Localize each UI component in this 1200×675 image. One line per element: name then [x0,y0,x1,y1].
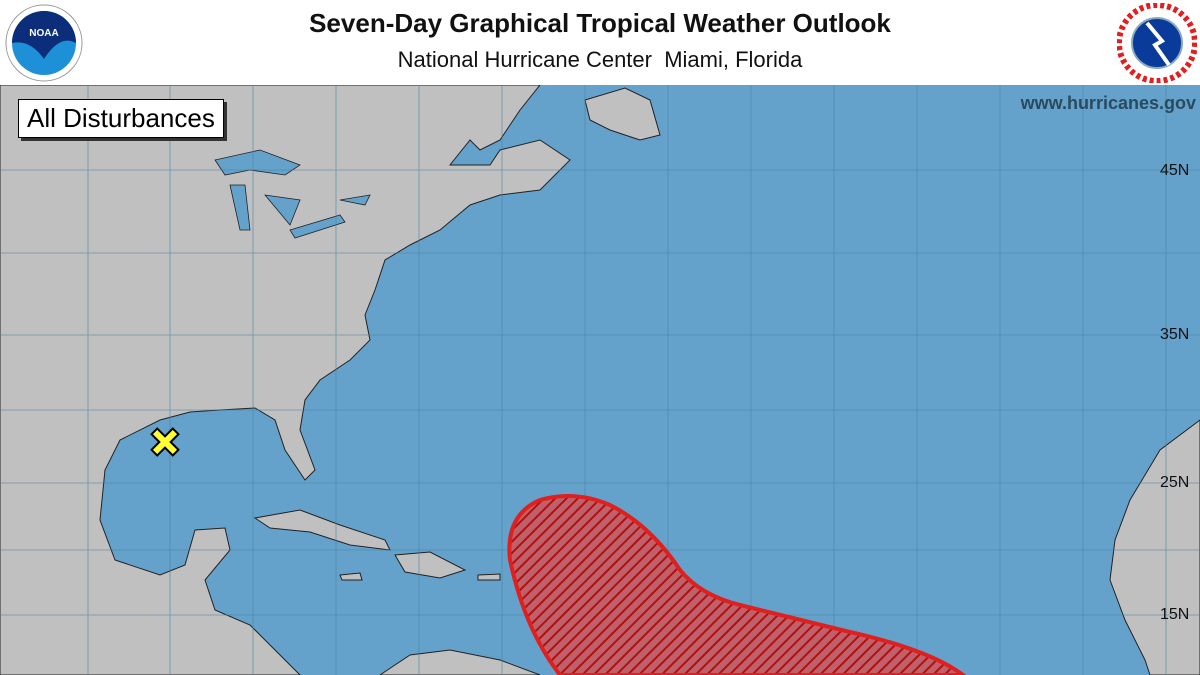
south-america-coast [379,649,541,675]
africa-land [1109,419,1200,675]
website-label: www.hurricanes.gov [1020,93,1196,113]
page-subtitle: National Hurricane Center Miami, Florida [397,47,803,72]
latitude-label-45n: 45N [1160,162,1190,179]
disturbance-x-marker[interactable] [144,421,186,463]
map [0,85,1200,675]
page-title: Seven-Day Graphical Tropical Weather Out… [309,8,891,38]
noaa-logo: NOAA [5,4,83,82]
puerto-rico [477,573,501,581]
north-america-land [0,85,571,675]
nws-logo [1117,3,1197,83]
latitude-label-15n: 15N [1160,606,1190,623]
newfoundland [584,87,661,141]
header: NOAA Seven-Day Graphical Tropical Weathe… [0,0,1200,85]
map-label: All Disturbances [18,99,224,138]
great-lakes [214,149,371,239]
outlook-area[interactable] [507,494,967,675]
hispaniola [394,551,467,579]
latitude-label-35n: 35N [1160,326,1190,343]
svg-text:NOAA: NOAA [29,28,58,39]
latitude-label-25n: 25N [1160,474,1190,491]
jamaica [339,572,363,581]
